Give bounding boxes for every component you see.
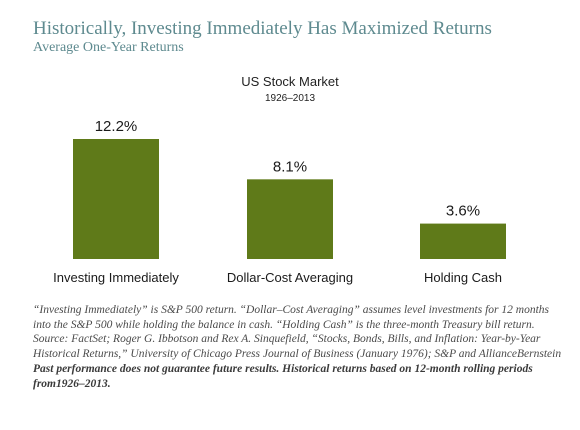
category-label: Investing Immediately [53,270,179,285]
footnote-source: Source: FactSet; Roger G. Ibbotson and R… [33,333,562,360]
bar [247,179,333,259]
data-label: 8.1% [273,158,307,175]
data-label: 3.6% [446,203,480,220]
footnotes: “Investing Immediately” is S&P 500 retur… [33,303,563,392]
bar [73,139,159,259]
data-label: 12.2% [95,118,138,135]
page-subtitle: Average One-Year Returns [33,40,184,55]
footnote-disclaimer: Past performance does not guarantee futu… [33,363,533,390]
category-label: Holding Cash [424,270,502,285]
page-title: Historically, Investing Immediately Has … [33,18,492,39]
chart-subtitle: 1926–2013 [265,93,315,104]
category-label: Dollar-Cost Averaging [227,270,353,285]
bar-group: 12.2% Investing Immediately 8.1% Dollar-Cos… [53,118,506,285]
chart-title: US Stock Market [241,74,339,89]
footnote-definition: “Investing Immediately” is S&P 500 retur… [33,304,549,331]
bar [420,223,506,259]
bar-chart: US Stock Market 1926–2013 12.2% Investing… [53,74,506,285]
